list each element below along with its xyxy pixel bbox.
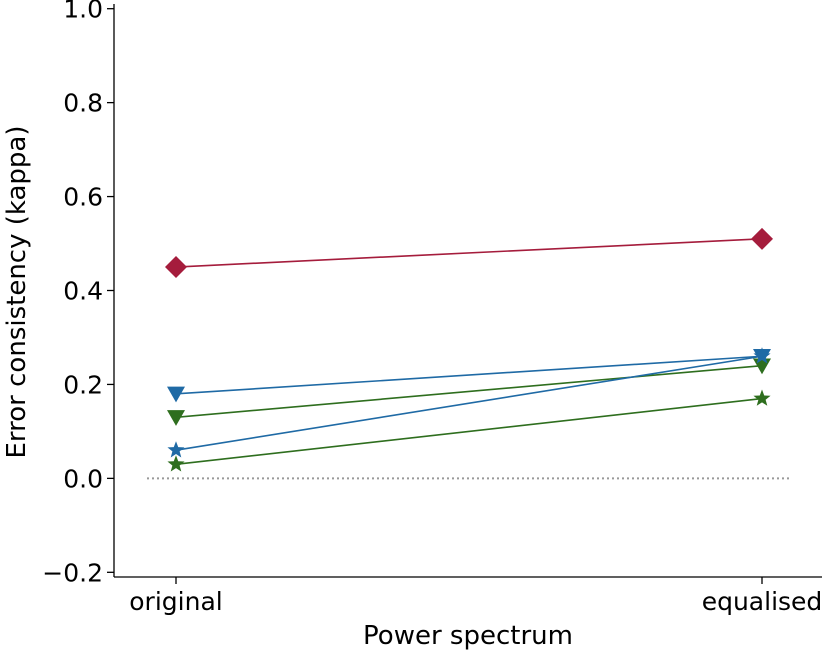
y-axis-label: Error consistency (kappa) <box>2 125 32 458</box>
data-point-star <box>753 389 771 406</box>
y-tick-label: 0.6 <box>63 183 103 212</box>
y-ticks: −0.2 0.0 0.2 0.4 0.6 0.8 1.0 <box>42 0 114 587</box>
y-tick-label: −0.2 <box>42 558 103 587</box>
series-line <box>175 238 763 268</box>
data-point-diamond <box>751 227 773 250</box>
data-point-star <box>167 441 185 458</box>
x-ticks: original equalised <box>129 577 822 616</box>
y-tick-label: 1.0 <box>63 0 103 24</box>
y-tick-label: 0.2 <box>63 370 103 399</box>
y-tick-label: 0.4 <box>63 277 103 306</box>
series-line <box>175 355 763 451</box>
data-point-triangle-down <box>167 410 185 426</box>
series-line <box>175 397 763 466</box>
data-point-triangle-down <box>167 386 185 403</box>
plot-area <box>147 227 792 480</box>
x-axis-label: Power spectrum <box>363 621 573 651</box>
data-point-star <box>753 347 771 364</box>
series-line <box>175 355 763 395</box>
series-line <box>175 364 763 419</box>
y-tick-label: 0.8 <box>63 89 103 118</box>
data-point-diamond <box>165 256 187 279</box>
x-tick-label: equalised <box>702 587 823 616</box>
y-tick-label: 0.0 <box>63 464 103 493</box>
data-point-star <box>167 455 185 472</box>
x-tick-label: original <box>129 587 222 616</box>
